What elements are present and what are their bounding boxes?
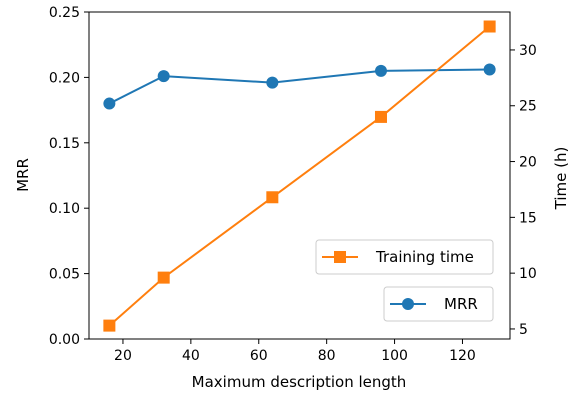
y-tick-label: 0.00 — [49, 332, 80, 348]
y2-tick-label: 20 — [519, 155, 537, 171]
y2-axis-label: Time (h) — [552, 147, 570, 211]
y-tick-label: 0.25 — [49, 5, 80, 21]
y2-tick-label: 5 — [519, 322, 528, 338]
point-training-time — [157, 271, 170, 284]
legend-box-mrr — [383, 286, 494, 322]
x-axis-label: Maximum description length — [192, 373, 407, 391]
point-mrr — [103, 97, 116, 110]
y-tick-label: 0.05 — [49, 267, 80, 283]
point-training-time — [103, 319, 116, 332]
y-tick-label: 0.20 — [49, 70, 80, 86]
legend-box-training-time — [315, 239, 494, 275]
x-tick-label: 120 — [449, 348, 476, 364]
y2-tick-label: 15 — [519, 210, 537, 226]
x-tick-label: 80 — [318, 348, 336, 364]
plot-frame — [88, 11, 511, 340]
y2-tick-label: 25 — [519, 99, 537, 115]
legend-marker-training-time — [334, 251, 346, 263]
y-tick-label: 0.10 — [49, 201, 80, 217]
x-tick-label: 100 — [381, 348, 408, 364]
y2-tick-label: 10 — [519, 266, 537, 282]
point-mrr — [157, 70, 170, 83]
legend-training-time: Training time — [315, 239, 494, 275]
point-training-time — [266, 191, 279, 204]
y-tick-label: 0.15 — [49, 136, 80, 152]
x-tick-label: 60 — [250, 348, 268, 364]
point-training-time — [374, 110, 387, 123]
x-tick-label: 20 — [114, 348, 132, 364]
legend-marker-mrr — [402, 298, 414, 310]
point-mrr — [374, 64, 387, 77]
legend-mrr: MRR — [383, 286, 494, 322]
y2-tick-label: 30 — [519, 43, 537, 59]
legend-text-training-time: Training time — [375, 248, 474, 266]
legend-text-mrr: MRR — [444, 295, 478, 313]
point-training-time — [483, 20, 496, 33]
y-axis-label: MRR — [14, 158, 32, 192]
x-tick-label: 40 — [182, 348, 200, 364]
point-mrr — [483, 63, 496, 76]
point-mrr — [266, 76, 279, 89]
